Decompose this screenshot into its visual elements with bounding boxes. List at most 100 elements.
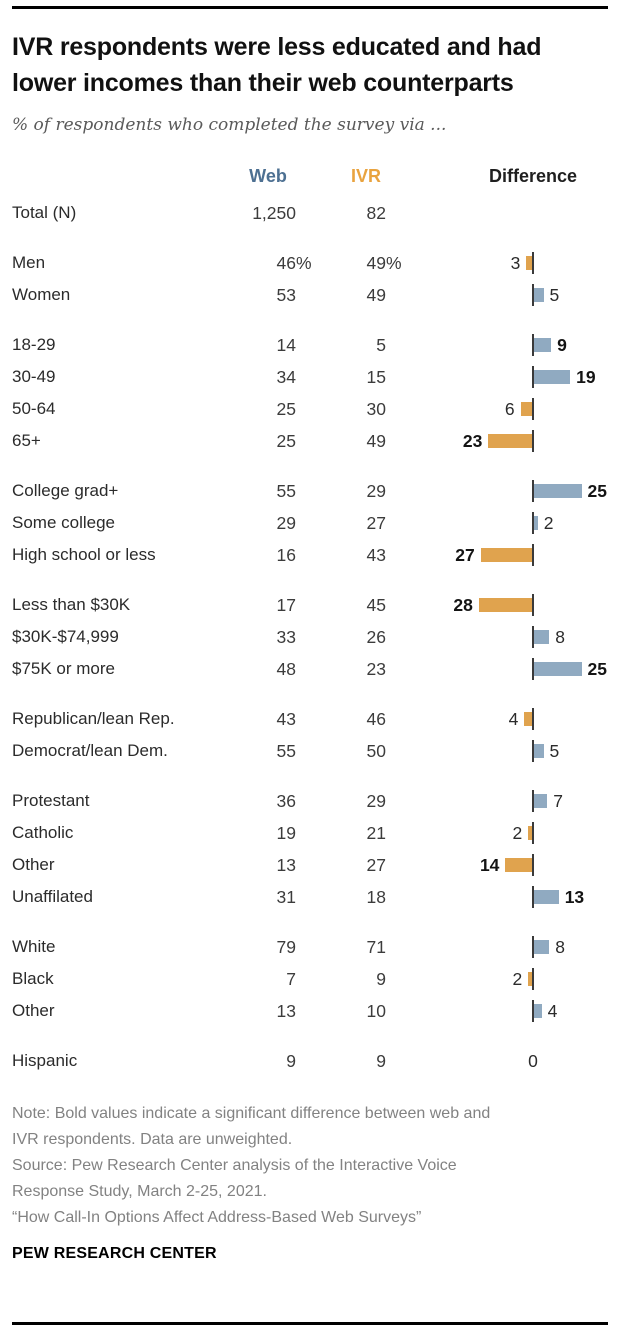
difference-cell — [396, 197, 608, 229]
difference-value: 27 — [455, 545, 475, 565]
web-value: 25 — [276, 431, 296, 451]
web-value: 43 — [276, 709, 296, 729]
difference-cell: 5 — [396, 735, 608, 767]
difference-cell: 23 — [396, 425, 608, 457]
ivr-value: 29 — [366, 481, 386, 501]
web-value: 55 — [276, 741, 296, 761]
axis-tick — [532, 480, 534, 502]
web-diff-bar — [534, 338, 552, 352]
difference-cell: 14 — [396, 849, 608, 881]
difference-value: 25 — [587, 659, 607, 679]
difference-cell: 27 — [396, 539, 608, 571]
table-row: Less than $30K 17 45 28 — [12, 589, 608, 621]
axis-tick — [532, 936, 534, 958]
web-value: 13 — [276, 855, 296, 875]
axis-tick — [532, 886, 534, 908]
row-label: White — [12, 937, 56, 956]
ivr-value: 49 — [366, 285, 386, 305]
footer-notes: Note: Bold values indicate a significant… — [12, 1101, 517, 1231]
row-label: Republican/lean Rep. — [12, 709, 175, 728]
table-row: Black 7 9 2 — [12, 963, 608, 995]
row-label: Men — [12, 253, 46, 272]
row-label: Unaffilated — [12, 887, 93, 906]
table-row: $75K or more 48 23 25 — [12, 653, 608, 685]
axis-tick — [532, 594, 534, 616]
axis-tick — [532, 544, 534, 566]
ivr-value: 27 — [366, 855, 386, 875]
table-row: High school or less 16 43 27 — [12, 539, 608, 571]
difference-value: 2 — [512, 969, 523, 989]
source-text: Source: Pew Research Center analysis of … — [12, 1157, 457, 1200]
note-text: Note: Bold values indicate a significant… — [12, 1105, 491, 1148]
ivr-value: 18 — [366, 887, 386, 907]
web-diff-bar — [534, 662, 582, 676]
table-row: Catholic 19 21 2 — [12, 817, 608, 849]
ivr-value: 50 — [366, 741, 386, 761]
web-diff-bar — [534, 1004, 542, 1018]
difference-value: 13 — [564, 887, 585, 907]
table-row: Total (N) 1,250 82 — [12, 197, 608, 229]
table-header: Web IVR Difference — [12, 161, 608, 191]
row-label: Other — [12, 1001, 55, 1020]
table-row: Women 53 49 5 — [12, 279, 608, 311]
row-label: Protestant — [12, 791, 90, 810]
ivr-value: 82 — [366, 203, 386, 223]
web-value: 19 — [276, 823, 296, 843]
web-diff-bar — [534, 288, 544, 302]
ivr-diff-bar — [480, 548, 532, 562]
difference-value: 5 — [549, 741, 560, 761]
difference-value: 4 — [508, 709, 519, 729]
difference-value: 2 — [512, 823, 523, 843]
difference-cell: 25 — [396, 475, 608, 507]
web-diff-bar — [534, 484, 582, 498]
ivr-value: 30 — [366, 399, 386, 419]
column-header-web: Web — [249, 166, 287, 186]
row-label: Less than $30K — [12, 595, 131, 614]
difference-cell: 3 — [396, 247, 608, 279]
row-label: Other — [12, 855, 55, 874]
table-row: 18-29 14 5 9 — [12, 329, 608, 361]
difference-value: 7 — [553, 791, 564, 811]
ivr-value: 21 — [366, 823, 386, 843]
difference-value: 4 — [547, 1001, 558, 1021]
ivr-diff-bar — [478, 598, 532, 612]
axis-tick — [532, 1000, 534, 1022]
row-label: 50-64 — [12, 399, 56, 418]
difference-value: 6 — [504, 399, 515, 419]
table-row: Some college 29 27 2 — [12, 507, 608, 539]
chart-title: IVR respondents were less educated and h… — [12, 33, 542, 97]
column-header-difference: Difference — [488, 166, 578, 186]
ivr-diff-bar — [528, 826, 532, 840]
axis-tick — [532, 284, 534, 306]
axis-tick — [532, 626, 534, 648]
ivr-value: 5 — [376, 335, 386, 355]
chart-subtitle: % of respondents who completed the surve… — [12, 115, 447, 135]
table-row: Protestant 36 29 7 — [12, 785, 608, 817]
axis-tick — [532, 658, 534, 680]
table-row: Republican/lean Rep. 43 46 4 — [12, 703, 608, 735]
percent-sign: % — [296, 253, 312, 273]
web-value: 13 — [276, 1001, 296, 1021]
difference-value: 23 — [462, 431, 483, 451]
table-row: 30-49 34 15 19 — [12, 361, 608, 393]
row-label: 18-29 — [12, 335, 56, 354]
web-value: 55 — [276, 481, 296, 501]
ivr-value: 9 — [376, 969, 386, 989]
table-row: White 79 71 8 — [12, 931, 608, 963]
web-diff-bar — [534, 890, 559, 904]
column-header-ivr: IVR — [350, 166, 382, 186]
table-row: Other 13 27 14 — [12, 849, 608, 881]
difference-value: 2 — [543, 513, 554, 533]
row-label: Women — [12, 285, 71, 304]
difference-cell: 2 — [396, 963, 608, 995]
brand-label: PEW RESEARCH CENTER — [12, 1245, 217, 1262]
web-value: 31 — [276, 887, 296, 907]
web-value: 53 — [276, 285, 296, 305]
difference-value: 8 — [555, 627, 565, 647]
web-diff-bar — [534, 940, 550, 954]
ivr-value: 29 — [366, 791, 386, 811]
row-label: Black — [12, 969, 54, 988]
row-label: 65+ — [12, 431, 41, 450]
web-value: 48 — [276, 659, 296, 679]
row-label: $75K or more — [12, 659, 115, 678]
